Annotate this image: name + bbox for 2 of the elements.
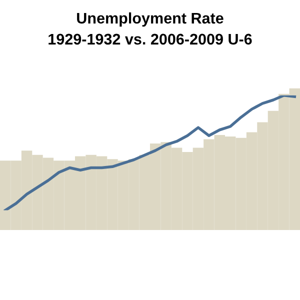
chart-subtitle: 1929-1932 vs. 2006-2009 U-6 — [48, 34, 252, 45]
chart-title: Unemployment Rate — [77, 12, 224, 27]
